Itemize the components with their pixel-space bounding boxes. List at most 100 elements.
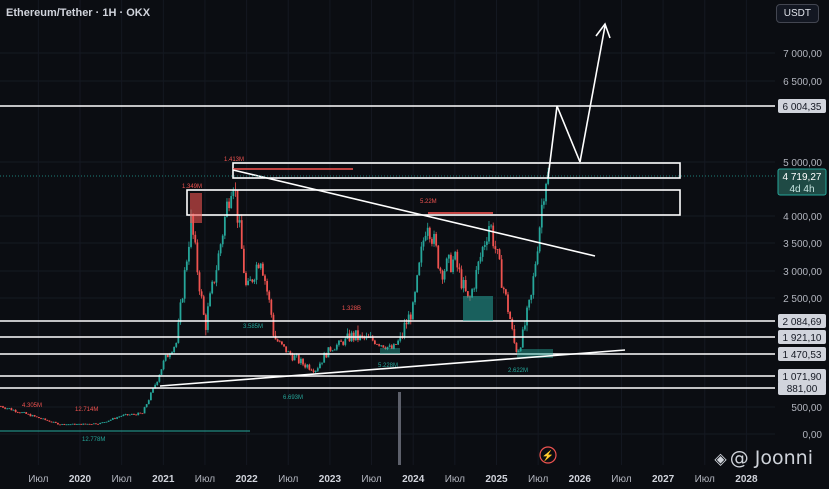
x-tick-label: Июл	[695, 474, 715, 485]
candle-body	[52, 421, 55, 423]
x-tick-label: 2020	[69, 474, 92, 485]
candle-body	[521, 329, 524, 348]
candle-body	[384, 347, 387, 350]
price-level-label-bg	[778, 314, 826, 328]
projection-arrowhead	[595, 22, 611, 39]
candle-body	[412, 302, 414, 320]
candle-body	[29, 414, 32, 417]
price-level-label: 1 071,90	[783, 372, 822, 383]
green-zone-2023	[380, 348, 400, 354]
candle-body	[357, 330, 359, 341]
candle-body	[386, 346, 389, 350]
candle-body	[526, 307, 528, 326]
candle-body	[306, 364, 309, 368]
candle-body	[424, 235, 427, 241]
candle-body	[152, 388, 154, 393]
candle-body	[378, 344, 381, 346]
candle-body	[236, 190, 239, 223]
candle-body	[477, 261, 480, 270]
candle-body	[270, 299, 273, 315]
candle-body	[160, 369, 163, 375]
candle-body	[407, 314, 410, 325]
candle-body	[179, 302, 182, 323]
candle-body	[456, 251, 459, 268]
candle-body	[460, 269, 463, 289]
candle-body	[82, 423, 85, 425]
candle-body	[524, 325, 526, 330]
candle-body	[232, 189, 235, 197]
candle-body	[122, 414, 125, 416]
candle-body	[118, 416, 121, 418]
volume-annotation: 4.305M	[22, 403, 42, 409]
candle-body	[511, 319, 514, 329]
candle-body	[382, 345, 385, 348]
candle-body	[111, 418, 114, 420]
candle-body	[433, 233, 435, 244]
volume-annotation: 1.413M	[224, 157, 244, 163]
candle-body	[428, 227, 431, 239]
candle-body	[162, 360, 165, 370]
y-tick-label: 3 000,00	[783, 267, 822, 278]
candle-body	[403, 322, 406, 338]
candle-body	[247, 280, 249, 286]
current-price-badge	[777, 168, 827, 196]
candle-body	[177, 322, 180, 343]
candle-body	[190, 214, 192, 247]
candle-body	[504, 289, 507, 295]
x-tick-label: Июл	[278, 474, 298, 485]
candle-body	[409, 314, 412, 320]
candle-body	[215, 270, 218, 283]
candle-body	[35, 416, 38, 418]
candle-body	[228, 201, 230, 209]
price-level-label: 1 470,53	[783, 350, 822, 361]
green-zone	[463, 296, 493, 321]
candle-body	[171, 352, 173, 355]
candle-body	[354, 330, 357, 341]
candle-body	[500, 259, 503, 288]
candle-body	[464, 279, 467, 292]
x-tick-label: 2023	[319, 474, 342, 485]
candle-body	[50, 421, 53, 423]
candle-body	[95, 423, 97, 425]
candle-body	[88, 423, 91, 425]
candle-body	[519, 347, 522, 352]
candle-body	[130, 413, 133, 415]
price-level-label-bg	[778, 381, 826, 395]
candle-body	[439, 268, 442, 271]
candle-body	[502, 287, 505, 290]
price-level-label: 881,00	[787, 384, 818, 395]
volume-annotation: 1.328B	[342, 306, 361, 312]
candle-body	[266, 280, 269, 292]
candle-body	[124, 414, 127, 415]
candle-body	[219, 244, 222, 254]
currency-unit-button[interactable]: USDT	[775, 4, 819, 23]
candle-body	[338, 340, 340, 345]
candle-body	[515, 342, 518, 352]
candle-body	[154, 384, 157, 389]
candle-body	[289, 351, 292, 355]
candle-body	[536, 251, 539, 265]
price-level-labels: 6 004,35 2 084,69 1 921,10 1 470,53 1 071,90…	[777, 99, 827, 395]
current-price-label: 4 719,27	[783, 172, 822, 183]
candle-body	[259, 263, 262, 269]
candle-body	[59, 424, 61, 426]
candle-body	[12, 409, 15, 411]
candle-body	[340, 340, 342, 342]
candle-body	[44, 418, 47, 420]
candle-body	[253, 279, 256, 282]
candle-body	[481, 246, 484, 257]
x-tick-label: Июл	[195, 474, 215, 485]
descending-trendline	[232, 169, 596, 257]
candle-body	[217, 253, 220, 271]
candle-body	[397, 340, 400, 345]
candle-body	[466, 291, 469, 297]
candle-body	[198, 272, 201, 292]
candle-body	[492, 225, 495, 247]
candle-body	[213, 281, 216, 283]
price-level-label-bg	[778, 99, 826, 113]
candle-body	[65, 424, 68, 426]
candle-body	[287, 351, 290, 353]
volume-spike	[398, 392, 401, 465]
candle-body	[314, 370, 317, 372]
